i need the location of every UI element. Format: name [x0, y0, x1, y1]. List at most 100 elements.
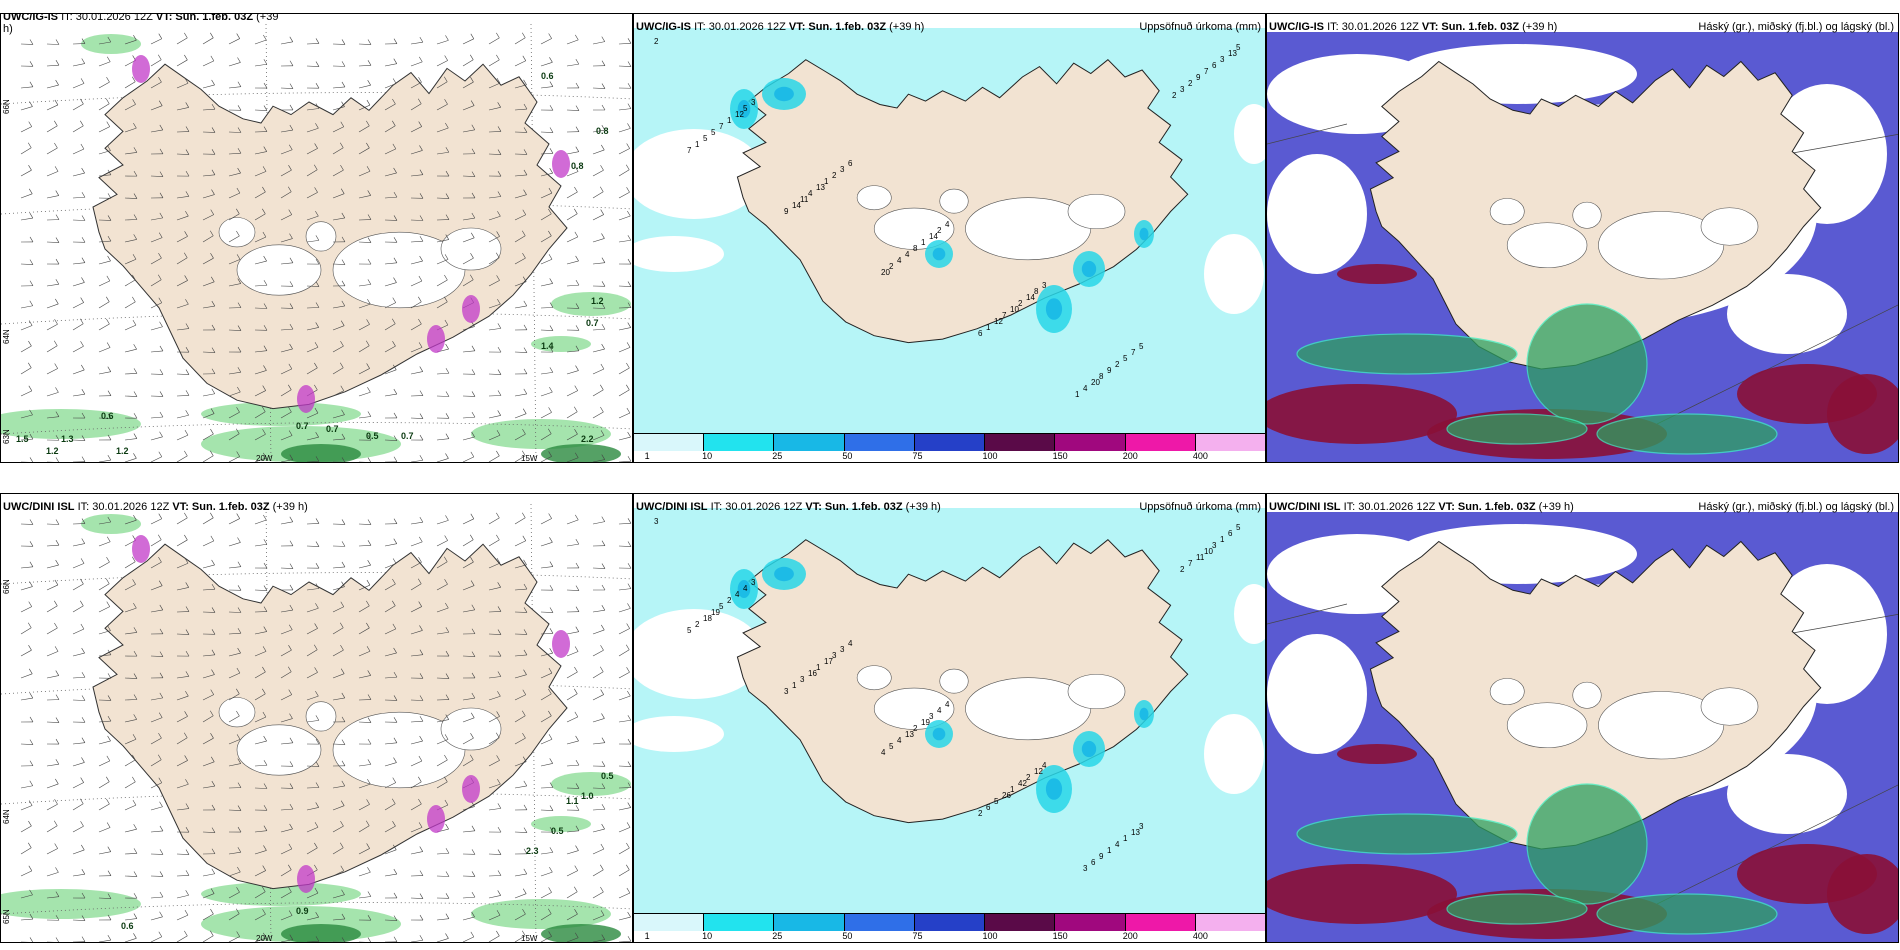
- precip-value: 8: [1099, 372, 1104, 381]
- wind-barb: [228, 62, 241, 67]
- wind-barb-feather: [419, 434, 424, 441]
- wind-speed-area: [281, 924, 361, 942]
- wind-barb-feather: [445, 933, 449, 939]
- wind-barb: [46, 416, 59, 419]
- wind-barb: [618, 892, 631, 899]
- wind-barb: [410, 521, 423, 525]
- colorbar-tick-label: 400: [1192, 931, 1208, 941]
- wind-barb: [176, 37, 188, 45]
- wind-barb-feather: [157, 534, 162, 540]
- wind-barb-feather: [236, 688, 240, 694]
- latitude-line: [1, 572, 632, 585]
- wind-barb-feather: [263, 59, 268, 65]
- wind-barb-feather: [626, 667, 630, 673]
- wind-barb: [592, 609, 605, 613]
- wind-barb-feather: [54, 799, 58, 805]
- wind-barb-feather: [393, 868, 398, 875]
- wind-barb: [176, 215, 189, 221]
- wind-barb: [306, 672, 318, 679]
- wind-barb: [618, 672, 630, 679]
- wind-barb: [98, 630, 111, 635]
- wind-barb: [332, 414, 345, 419]
- wind-barb-feather: [237, 847, 242, 853]
- wind-barb-feather: [107, 846, 112, 852]
- wind-barb-feather: [627, 83, 632, 89]
- wind-barb-feather: [341, 780, 346, 787]
- wind-barb-feather: [106, 536, 111, 542]
- wind-barb-feather: [444, 274, 448, 281]
- wind-barb: [332, 390, 344, 397]
- wind-barb: [384, 323, 396, 331]
- wind-barb: [280, 169, 292, 177]
- wind-barb-feather: [29, 519, 34, 525]
- gust-value: 0.6: [541, 71, 554, 81]
- wind-barb: [306, 588, 319, 591]
- wind-barb-feather: [158, 513, 163, 519]
- wind-barb: [618, 215, 631, 221]
- wind-barb-feather: [627, 123, 631, 129]
- wind-barb-feather: [443, 76, 448, 82]
- init-time: IT: 30.01.2026 12Z: [1343, 501, 1436, 513]
- wind-barb-feather: [185, 170, 190, 177]
- wind-barb-feather: [445, 871, 450, 877]
- wind-barb: [98, 740, 111, 745]
- wind-barb: [488, 82, 501, 89]
- wind-barb-feather: [236, 667, 241, 674]
- wind-barb-feather: [159, 911, 163, 917]
- wind-barb: [436, 60, 448, 67]
- wind-barb: [436, 759, 448, 767]
- wind-barb: [358, 84, 371, 89]
- wind-barb: [98, 851, 111, 855]
- wind-barb-feather: [237, 866, 241, 873]
- wind-barb-feather: [54, 166, 59, 172]
- wind-barb-feather: [210, 253, 214, 259]
- wind-barb-feather: [315, 456, 320, 462]
- dry-area: [1204, 714, 1264, 794]
- wind-barb: [436, 40, 449, 45]
- wind-barb-feather: [211, 607, 216, 613]
- wind-barb: [462, 830, 475, 833]
- wind-barb: [514, 517, 526, 525]
- wind-barb: [384, 762, 397, 767]
- precip-value: 2: [727, 596, 732, 605]
- wind-barb-feather: [131, 76, 136, 82]
- wind-barb-feather: [600, 384, 604, 390]
- wind-barb-feather: [133, 602, 137, 609]
- wind-barb: [150, 217, 163, 221]
- colorbar-tick-label: 200: [1122, 931, 1138, 941]
- wind-barb: [98, 126, 110, 133]
- wind-barb-feather: [80, 78, 85, 84]
- wind-barb: [306, 892, 319, 899]
- wind-barb: [124, 918, 137, 921]
- iceland-landmass: [92, 543, 568, 890]
- wind-barb: [176, 280, 188, 287]
- wind-barb: [332, 169, 344, 177]
- wind-barb: [98, 781, 110, 789]
- wind-barb: [306, 649, 318, 657]
- colorbar-labels: 1 10 25 50 75 100 150 200 400: [634, 931, 1265, 942]
- precip-value: 1: [816, 663, 821, 672]
- wind-barb-feather: [28, 385, 33, 391]
- wind-barb: [202, 893, 215, 899]
- wind-barb-feather: [523, 388, 528, 395]
- wind-barb: [618, 869, 630, 877]
- colorbar-segment: [985, 434, 1056, 451]
- colorbar-segment: [844, 434, 915, 451]
- wind-barb-feather: [79, 798, 84, 804]
- wind-barb-feather: [393, 277, 397, 283]
- longitude-label: 15W: [521, 454, 538, 463]
- wind-barb-feather: [210, 276, 215, 282]
- wind-barb-feather: [29, 889, 33, 896]
- wind-barb: [150, 326, 163, 331]
- wind-barb-feather: [549, 278, 553, 284]
- wind-barb-feather: [471, 891, 476, 898]
- valid-time: Sun. 1.feb. 03Z: [191, 501, 270, 513]
- precip-value: 7: [1188, 559, 1193, 568]
- wind-barb: [384, 196, 397, 199]
- wind-barb: [358, 391, 371, 397]
- wind-barb: [72, 439, 86, 441]
- wind-barb-feather: [54, 646, 59, 652]
- wind-barb-feather: [55, 457, 60, 462]
- wind-barb-feather: [159, 431, 163, 437]
- wind-barb: [540, 738, 553, 745]
